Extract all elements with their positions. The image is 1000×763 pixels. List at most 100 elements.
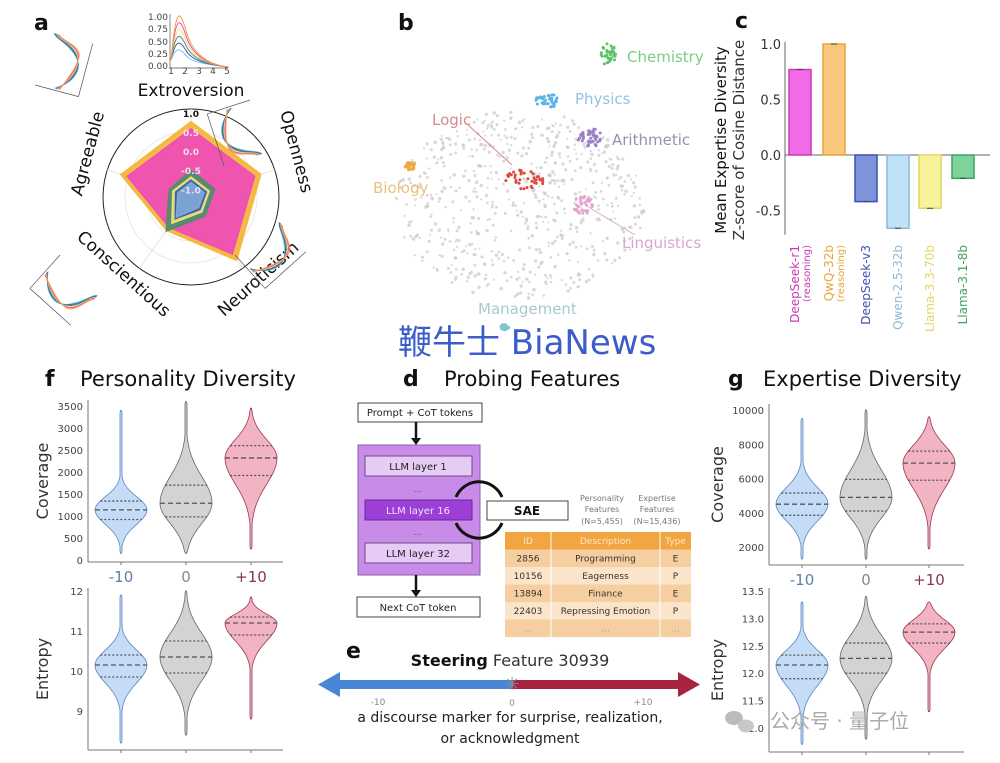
scatter-point bbox=[485, 284, 489, 288]
scatter-point bbox=[557, 130, 561, 134]
feature-table-cell: 10156 bbox=[514, 572, 543, 582]
scatter-point bbox=[617, 204, 620, 207]
scatter-point bbox=[472, 208, 475, 211]
bar-xtick-label: Llama-3.3-70b bbox=[923, 245, 937, 332]
scatter-point bbox=[476, 118, 479, 121]
cluster-point-arithmetic bbox=[576, 138, 580, 142]
scatter-point bbox=[546, 228, 550, 231]
scatter-point bbox=[526, 225, 530, 228]
cluster-point-logic bbox=[531, 172, 535, 176]
violin-f-coverage: 3500 3000 2500 2000 1500 1000 500 0 Coverage -10 0… bbox=[33, 400, 283, 586]
scatter-point bbox=[411, 237, 416, 241]
cluster-point-arithmetic bbox=[592, 131, 596, 134]
cluster-label-chemistry: Chemistry bbox=[627, 48, 704, 66]
cluster-point-logic bbox=[529, 184, 533, 188]
scatter-point bbox=[496, 153, 499, 157]
scatter-point bbox=[446, 227, 450, 231]
scatter-point bbox=[499, 286, 504, 291]
cluster-point-logic bbox=[513, 173, 517, 177]
scatter-point bbox=[413, 183, 417, 187]
scatter-point bbox=[570, 178, 574, 182]
scatter-point bbox=[547, 173, 551, 177]
scatter-point bbox=[456, 135, 459, 138]
scatter-point bbox=[453, 277, 457, 282]
bar-qwq-32b bbox=[822, 43, 846, 156]
scatter-point bbox=[531, 293, 534, 297]
inset-density-curve bbox=[225, 109, 258, 156]
cluster-point-chemistry bbox=[605, 49, 609, 52]
scatter-point bbox=[527, 146, 531, 150]
cluster-point-biology bbox=[408, 161, 412, 165]
violin-xtick-label: +10 bbox=[235, 568, 267, 586]
cluster-point-physics bbox=[535, 96, 539, 100]
scatter-point bbox=[557, 185, 561, 189]
steering-tick-pos: +10 bbox=[634, 698, 653, 708]
scatter-point bbox=[550, 153, 554, 157]
scatter-point bbox=[550, 130, 554, 134]
violin-ytick: 12 bbox=[70, 587, 83, 598]
scatter-point bbox=[462, 249, 466, 253]
scatter-point bbox=[493, 212, 497, 215]
violin-body bbox=[224, 407, 278, 550]
scatter-point bbox=[591, 181, 595, 185]
scatter-point bbox=[455, 245, 459, 249]
scatter-point bbox=[543, 273, 548, 277]
scatter-point bbox=[554, 179, 557, 183]
scatter-point bbox=[480, 255, 484, 259]
violin-ytick: 2000 bbox=[739, 543, 764, 554]
scatter-point bbox=[472, 189, 476, 193]
scatter-point bbox=[597, 204, 600, 208]
scatter-point bbox=[541, 118, 544, 121]
scatter-point bbox=[503, 134, 506, 137]
scatter-point bbox=[612, 210, 615, 213]
violin-xtick-label: +10 bbox=[913, 571, 945, 589]
cluster-point-logic bbox=[525, 186, 529, 189]
radar-tick: -0.5 bbox=[181, 167, 201, 177]
scatter-point bbox=[572, 280, 576, 284]
violin-ytick: 9 bbox=[77, 707, 83, 718]
scatter-point bbox=[526, 227, 530, 231]
scatter-point bbox=[505, 279, 509, 283]
scatter-point bbox=[407, 177, 411, 181]
inset-ytick: 0.50 bbox=[148, 38, 168, 48]
cluster-point-arithmetic bbox=[589, 136, 593, 140]
scatter-point bbox=[462, 147, 465, 150]
bar-xtick-sublabel: (reasoning) bbox=[802, 245, 813, 302]
scatter-point bbox=[641, 209, 646, 213]
personality-features-count: (N=5,455) bbox=[581, 517, 623, 526]
cluster-point-physics bbox=[534, 98, 538, 102]
violin-body bbox=[94, 594, 148, 744]
scatter-point bbox=[528, 246, 532, 250]
scatter-point bbox=[619, 175, 623, 179]
scatter-point bbox=[579, 221, 583, 225]
scatter-point bbox=[484, 134, 487, 137]
scatter-point bbox=[519, 284, 523, 288]
scatter-point bbox=[570, 119, 575, 123]
scatter-point bbox=[471, 290, 475, 295]
inset-axis bbox=[78, 43, 94, 97]
scatter-point bbox=[623, 193, 626, 196]
cluster-point-physics bbox=[546, 94, 550, 97]
scatter-point bbox=[548, 273, 552, 277]
scatter-point bbox=[522, 263, 526, 267]
scatter-point bbox=[459, 209, 462, 212]
cluster-point-logic bbox=[530, 179, 534, 183]
inset-density-plot bbox=[34, 32, 94, 97]
scatter-point bbox=[442, 164, 446, 168]
scatter-point bbox=[568, 227, 572, 231]
feature-table-cell: 13894 bbox=[514, 590, 543, 600]
scatter-point bbox=[425, 175, 429, 179]
scatter-point bbox=[525, 220, 528, 223]
feature-table: ID Description Type 2856 Programming E 10156 Ea… bbox=[505, 532, 691, 637]
scatter-point bbox=[478, 139, 481, 142]
inset-density-curve bbox=[170, 22, 229, 68]
scatter-point bbox=[455, 229, 459, 233]
scatter-point bbox=[473, 137, 477, 141]
feature-table-header-cell: Type bbox=[664, 537, 686, 547]
inset-xtick: 2 bbox=[182, 67, 188, 77]
scatter-point bbox=[563, 183, 566, 186]
panel-label-f: f bbox=[45, 367, 55, 392]
scatter-point bbox=[482, 147, 486, 151]
scatter-point bbox=[602, 150, 606, 154]
cluster-point-physics bbox=[554, 98, 558, 101]
